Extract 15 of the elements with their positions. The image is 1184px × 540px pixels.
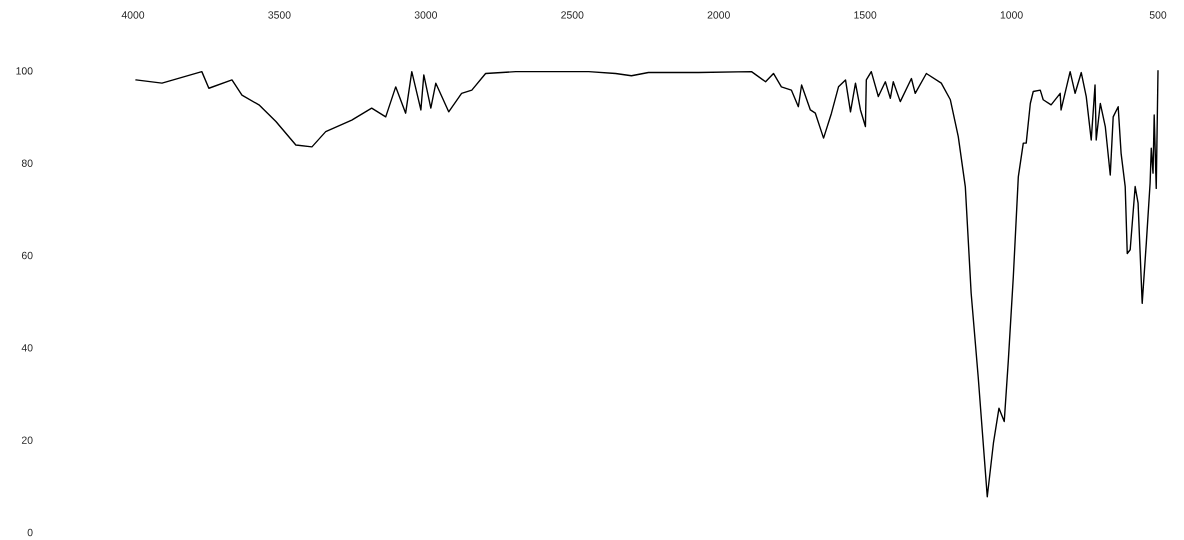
x-tick-label: 4000 [121,11,145,19]
line-series [135,70,1159,498]
y-tick-label: 20 [21,436,33,444]
x-tick-label: 2000 [707,11,730,19]
y-tick-label: 60 [21,251,33,260]
x-tick-label: 500 [1149,11,1167,19]
x-tick-label: 3500 [268,11,291,19]
x-tick-label: 1000 [1000,11,1023,19]
x-tick-label: 1500 [854,11,877,19]
y-tick-label: 100 [16,67,33,75]
x-tick-label: 3000 [414,11,438,19]
y-tick-label: 0 [27,528,33,537]
y-tick-label: 80 [21,159,33,167]
x-tick-label: 2500 [561,11,584,19]
y-tick-label: 40 [21,344,33,352]
